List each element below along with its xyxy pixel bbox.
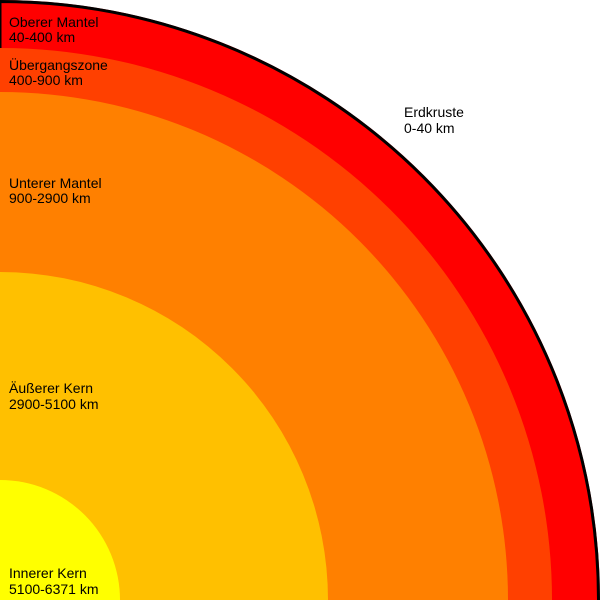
layer-name: Unterer Mantel xyxy=(9,175,102,191)
layer-name: Äußerer Kern xyxy=(9,380,93,396)
layer-range: 400-900 km xyxy=(9,72,83,88)
layer-range: 2900-5100 km xyxy=(9,396,99,412)
layer-name: Erdkruste xyxy=(404,104,464,120)
layer-range: 5100-6371 km xyxy=(9,581,99,597)
layer-range: 900-2900 km xyxy=(9,190,91,206)
layer-range: 40-400 km xyxy=(9,29,75,45)
layer-name: Oberer Mantel xyxy=(9,14,98,30)
inner-core xyxy=(0,480,120,600)
layer-name: Innerer Kern xyxy=(9,565,87,581)
layer-name: Übergangszone xyxy=(9,56,108,73)
layer-range: 0-40 km xyxy=(404,120,455,136)
